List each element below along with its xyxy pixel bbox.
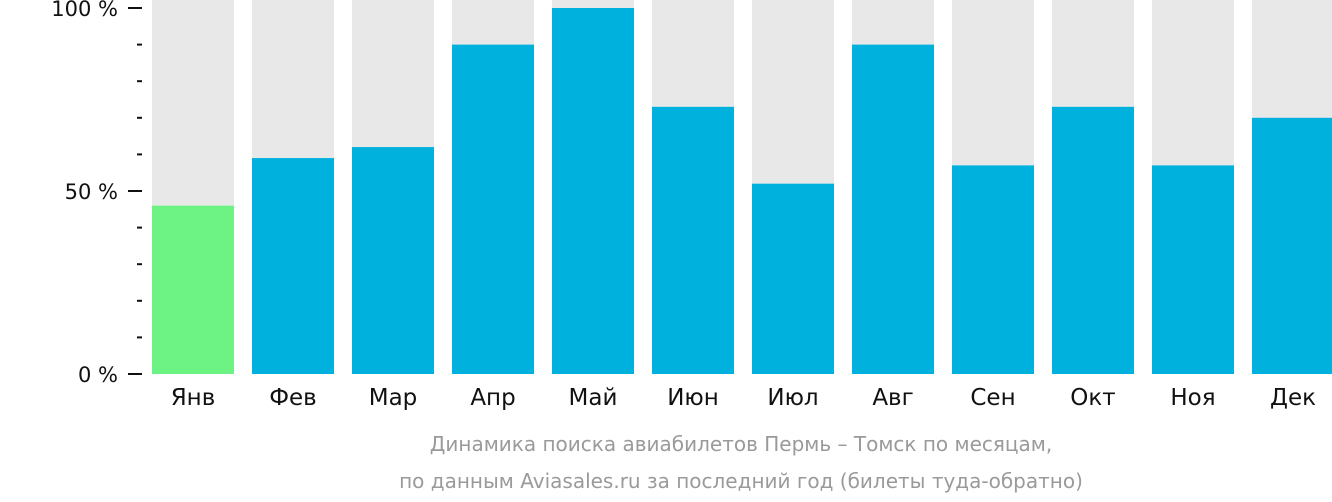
x-tick-label-фев: Фев [269, 385, 317, 411]
x-tick-label-апр: Апр [470, 385, 515, 411]
bar-июн [652, 106, 734, 374]
x-tick-label-сен: Сен [970, 385, 1015, 411]
x-tick-label-май: Май [569, 385, 618, 411]
x-tick-label-июл: Июл [767, 385, 818, 411]
bar-июл [752, 183, 834, 374]
chart-caption: Динамика поиска авиабилетов Пермь – Томс… [399, 432, 1083, 493]
x-tick-label-июн: Июн [667, 385, 719, 411]
bar-фев [252, 158, 334, 374]
bar-дек [1252, 117, 1332, 375]
bar-янв [152, 205, 234, 374]
x-tick-label-ноя: Ноя [1170, 385, 1215, 411]
bar-авг [852, 44, 934, 374]
y-tick-label: 0 % [78, 363, 118, 387]
bar-май [552, 8, 634, 374]
x-tick-label-мар: Мар [369, 385, 418, 411]
x-axis: Янв Фев Мар Апр Май Июн Июл Авг Сен Окт Ноя Дек [171, 385, 1316, 411]
y-tick-label: 100 % [51, 0, 118, 21]
bars [152, 8, 1332, 375]
x-tick-label-авг: Авг [872, 385, 913, 411]
y-axis: 0 % 50 % 100 % [51, 0, 142, 387]
x-tick-label-окт: Окт [1070, 385, 1115, 411]
bar-ноя [1152, 165, 1234, 374]
caption-line-1: Динамика поиска авиабилетов Пермь – Томс… [430, 432, 1053, 456]
bar-окт [1052, 106, 1134, 374]
x-tick-label-янв: Янв [171, 385, 216, 411]
caption-line-2: по данным Aviasales.ru за последний год … [399, 469, 1083, 493]
x-tick-label-дек: Дек [1270, 385, 1316, 411]
y-tick-label: 50 % [65, 180, 118, 204]
bar-сен [952, 165, 1034, 374]
bar-апр [452, 44, 534, 374]
bar-мар [352, 147, 434, 374]
